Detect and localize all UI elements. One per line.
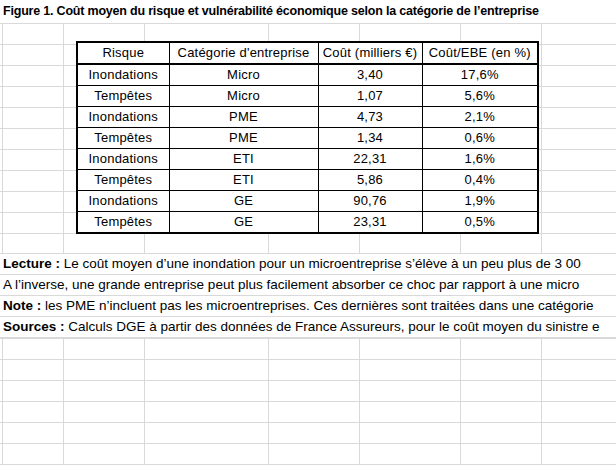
- note-prefix: Lecture :: [3, 256, 60, 271]
- gridline-vertical: [63, 0, 64, 465]
- data-table: Risque Catégorie d'entreprise Coût (mill…: [76, 41, 539, 234]
- cell-cout-ebe[interactable]: 5,6%: [422, 86, 538, 107]
- table-header-row: Risque Catégorie d'entreprise Coût (mill…: [77, 42, 538, 64]
- figure-title: Figure 1. Coût moyen du risque et vulnér…: [0, 0, 616, 24]
- cell-categorie[interactable]: GE: [169, 191, 318, 212]
- table-row: Tempêtes PME 1,34 0,6%: [77, 128, 538, 149]
- cell-categorie[interactable]: Micro: [169, 86, 318, 107]
- cell-cout[interactable]: 1,34: [318, 128, 422, 149]
- cell-cout[interactable]: 5,86: [318, 170, 422, 191]
- table-row: Inondations GE 90,76 1,9%: [77, 191, 538, 212]
- cell-cout-ebe[interactable]: 0,5%: [422, 212, 538, 234]
- note-text: A l’inverse, une grande entreprise peut …: [3, 277, 579, 292]
- cell-cout[interactable]: 4,73: [318, 107, 422, 128]
- cell-categorie[interactable]: ETI: [169, 149, 318, 170]
- cell-risque[interactable]: Tempêtes: [77, 86, 169, 107]
- spreadsheet-view: Figure 1. Coût moyen du risque et vulnér…: [0, 0, 616, 465]
- note-text: Calculs DGE à partir des données de Fran…: [65, 319, 600, 334]
- cell-risque[interactable]: Tempêtes: [77, 128, 169, 149]
- note-text: les PME n’incluent pas les microentrepri…: [41, 298, 593, 313]
- cell-cout[interactable]: 3,40: [318, 64, 422, 86]
- note-prefix: Sources :: [3, 319, 65, 334]
- cell-risque[interactable]: Inondations: [77, 149, 169, 170]
- cell-cout-ebe[interactable]: 0,4%: [422, 170, 538, 191]
- cell-risque[interactable]: Inondations: [77, 191, 169, 212]
- note-line-lecture-2: A l’inverse, une grande entreprise peut …: [0, 275, 616, 296]
- gridline-vertical: [541, 0, 542, 465]
- cell-cout-ebe[interactable]: 1,6%: [422, 149, 538, 170]
- cell-cout[interactable]: 90,76: [318, 191, 422, 212]
- cell-risque[interactable]: Inondations: [77, 107, 169, 128]
- note-line-note: Note : les PME n’incluent pas les microe…: [0, 296, 616, 317]
- cell-cout-ebe[interactable]: 1,9%: [422, 191, 538, 212]
- cell-categorie[interactable]: PME: [169, 107, 318, 128]
- table-row: Inondations Micro 3,40 17,6%: [77, 64, 538, 86]
- table-row: Inondations ETI 22,31 1,6%: [77, 149, 538, 170]
- cell-categorie[interactable]: ETI: [169, 170, 318, 191]
- cell-categorie[interactable]: Micro: [169, 64, 318, 86]
- col-header-cout[interactable]: Coût (milliers €): [318, 42, 422, 64]
- notes-block: Lecture : Le coût moyen d’une inondation…: [0, 253, 616, 338]
- table-row: Inondations PME 4,73 2,1%: [77, 107, 538, 128]
- cell-categorie[interactable]: PME: [169, 128, 318, 149]
- cell-cout-ebe[interactable]: 17,6%: [422, 64, 538, 86]
- note-text: Le coût moyen d’une inondation pour un m…: [60, 256, 581, 271]
- cell-risque[interactable]: Tempêtes: [77, 170, 169, 191]
- cell-risque[interactable]: Inondations: [77, 64, 169, 86]
- col-header-categorie[interactable]: Catégorie d'entreprise: [169, 42, 318, 64]
- note-line-sources: Sources : Calculs DGE à partir des donné…: [0, 317, 616, 338]
- cell-categorie[interactable]: GE: [169, 212, 318, 234]
- table-row: Tempêtes Micro 1,07 5,6%: [77, 86, 538, 107]
- cell-cout[interactable]: 1,07: [318, 86, 422, 107]
- cell-cout-ebe[interactable]: 0,6%: [422, 128, 538, 149]
- col-header-cout-ebe[interactable]: Coût/EBE (en %): [422, 42, 538, 64]
- table-row: Tempêtes GE 23,31 0,5%: [77, 212, 538, 234]
- cell-cout[interactable]: 22,31: [318, 149, 422, 170]
- cell-risque[interactable]: Tempêtes: [77, 212, 169, 234]
- table-row: Tempêtes ETI 5,86 0,4%: [77, 170, 538, 191]
- note-line-lecture: Lecture : Le coût moyen d’une inondation…: [0, 254, 616, 275]
- cell-cout[interactable]: 23,31: [318, 212, 422, 234]
- note-prefix: Note :: [3, 298, 41, 313]
- cell-cout-ebe[interactable]: 2,1%: [422, 107, 538, 128]
- col-header-risque[interactable]: Risque: [77, 42, 169, 64]
- gridline-vertical: [2, 0, 3, 465]
